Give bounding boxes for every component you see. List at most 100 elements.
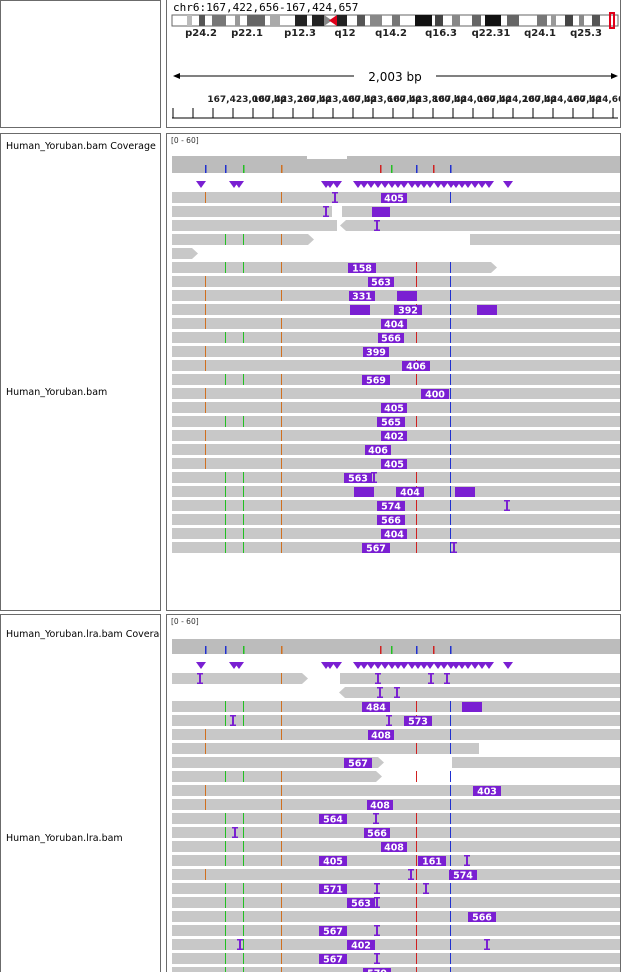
ruler-tick-label: 167,424,400 bp — [522, 95, 602, 105]
read-mismatch — [225, 967, 226, 972]
read — [172, 542, 620, 553]
read-mismatch — [281, 430, 282, 441]
insertion-bar-cap — [484, 939, 490, 941]
read-mismatch — [416, 869, 417, 880]
read-mismatch — [450, 374, 451, 385]
read-mismatch — [205, 458, 206, 469]
insertion-bar-cap — [375, 682, 381, 684]
read-mismatch — [243, 374, 244, 385]
cytoband — [312, 15, 324, 26]
read-mismatch — [450, 855, 451, 866]
chromosome-ideogram[interactable]: p24.2 p22.1 p12.3 q12 q14.2 q16.3 q22.31 q24.1 q… — [167, 0, 621, 128]
read-mismatch — [205, 318, 206, 329]
insertion-bar — [430, 673, 432, 684]
insertion-size-label: 566 — [472, 913, 492, 924]
read — [172, 673, 308, 684]
cytoband-label: q25.3 — [570, 28, 602, 39]
read-mismatch — [450, 813, 451, 824]
insertion-bar — [425, 883, 427, 894]
read-mismatch — [281, 374, 282, 385]
read-mismatch — [416, 911, 417, 922]
read-mismatch — [243, 542, 244, 553]
cytoband — [579, 15, 584, 26]
insertion-box — [455, 487, 475, 497]
alignment-track-name[interactable]: Human_Yoruban.lra.bam — [6, 833, 123, 844]
read-mismatch — [205, 346, 206, 357]
cytoband — [212, 15, 226, 26]
insertion-bar-cap — [374, 892, 380, 894]
locus-label: chr6:167,422,656-167,424,657 — [173, 1, 359, 14]
ruler-tick-label: 167,423,400 bp — [297, 95, 377, 105]
insertion-box — [402, 361, 430, 371]
insertion-box — [381, 529, 407, 539]
cytoband — [452, 15, 460, 26]
alignment-view[interactable]: 405 158 563 331 392 404 566 399 406 569 400 405 565 4… — [172, 134, 621, 611]
insertion-box — [368, 277, 394, 287]
insertion-box — [394, 305, 422, 315]
alignment-view[interactable]: 484 573 408 567 403 408 564 566 408 405 161 574 571 5… — [172, 615, 621, 972]
insertion-bar-cap — [197, 682, 203, 684]
insertion-size-label: 405 — [384, 460, 404, 471]
cytoband — [337, 15, 347, 26]
alignment-track-name[interactable]: Human_Yoruban.bam — [6, 387, 108, 398]
cytoband — [270, 15, 280, 26]
insertion-box — [319, 884, 347, 894]
insertion-size-label: 567 — [323, 955, 343, 966]
insertion-marker — [366, 662, 376, 669]
insertion-box — [319, 814, 347, 824]
read-mismatch — [450, 827, 451, 838]
insertion-marker — [196, 181, 206, 188]
read — [172, 813, 620, 824]
cytoband — [295, 15, 307, 26]
insertion-bar-cap — [373, 822, 379, 824]
insertion-marker — [484, 181, 494, 188]
insertion-size-label: 402 — [351, 941, 371, 952]
insertion-marker — [463, 181, 473, 188]
insertion-marker — [332, 181, 342, 188]
read — [172, 939, 620, 950]
read — [172, 206, 332, 217]
coverage-mismatch-bar — [225, 165, 227, 173]
insertion-size-label: 158 — [352, 264, 372, 275]
insertion-bar-cap — [408, 878, 414, 880]
read-mismatch — [450, 799, 451, 810]
insertion-bar-cap — [374, 925, 380, 927]
read-mismatch — [225, 542, 226, 553]
read-mismatch — [281, 318, 282, 329]
insertion-size-label: 484 — [366, 703, 386, 714]
insertion-bar-cap — [374, 883, 380, 885]
read-mismatch — [243, 813, 244, 824]
coverage-track-name[interactable]: Human_Yoruban.bam Coverage — [6, 141, 156, 152]
insertion-size-label: 570 — [367, 969, 387, 972]
insertion-marker — [399, 662, 409, 669]
coverage-scale: [0 - 60] — [171, 617, 199, 626]
read-mismatch — [450, 785, 451, 796]
ruler-tick-label: 167,423,600 bp — [342, 95, 422, 105]
read-mismatch — [225, 771, 226, 782]
read — [172, 374, 620, 385]
read-mismatch — [450, 729, 451, 740]
read-mismatch — [281, 528, 282, 539]
coverage-histogram — [172, 639, 620, 654]
coverage-mismatch-bar — [391, 165, 393, 173]
read-mismatch — [281, 925, 282, 936]
insertion-marker — [470, 662, 480, 669]
read-mismatch — [281, 416, 282, 427]
insertion-bar-cap — [374, 906, 380, 908]
insertion-bar — [506, 500, 508, 511]
insertion-size-label: 573 — [408, 717, 428, 728]
read-mismatch — [243, 925, 244, 936]
insertion-bar-cap — [230, 724, 236, 726]
coverage-track-name[interactable]: Human_Yoruban.lra.bam Coverage — [6, 629, 161, 640]
insertion-box — [368, 730, 394, 740]
insertion-size-label: 571 — [323, 885, 343, 896]
read — [470, 234, 620, 245]
insertion-size-label: 405 — [323, 857, 343, 868]
read-mismatch — [281, 939, 282, 950]
read-mismatch — [243, 486, 244, 497]
read-mismatch — [225, 528, 226, 539]
read-mismatch — [281, 262, 282, 273]
track1-data-panel: [0 - 60] 405 158 563 331 392 404 566 399 406 569 4… — [166, 133, 621, 611]
insertion-box — [350, 305, 370, 315]
read-mismatch — [416, 855, 417, 866]
